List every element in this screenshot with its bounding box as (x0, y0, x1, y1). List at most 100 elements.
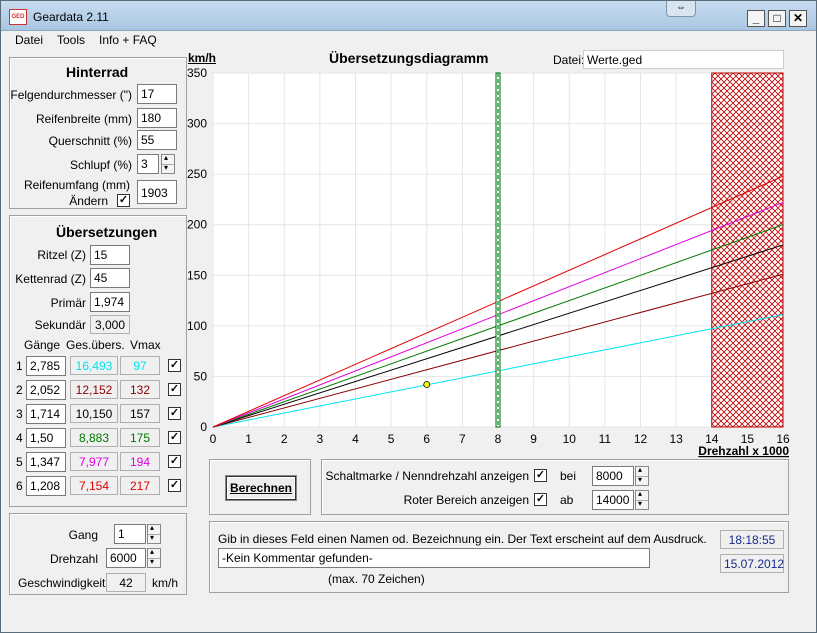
kommentar-input[interactable]: -Kein Kommentar gefunden- (218, 548, 650, 568)
x-tick-label: 0 (210, 432, 217, 446)
gear-visible-checkbox[interactable]: ✓ (168, 359, 181, 372)
col-vmax-header: Vmax (130, 338, 161, 352)
bei-label: bei (560, 469, 577, 483)
gear-vmax: 132 (120, 380, 160, 399)
gear-total-ratio: 8,883 (70, 428, 118, 447)
roter-bereich-checkbox[interactable]: ✓ (534, 493, 547, 506)
aendern-checkbox[interactable]: ✓ (117, 194, 130, 207)
x-tick-label: 9 (530, 432, 537, 446)
x-axis-label: Drehzahl x 1000 (698, 444, 789, 458)
x-tick-label: 1 (245, 432, 252, 446)
geschwindigkeit-label: Geschwindigkeit: (18, 576, 109, 590)
gear-chart: 0 1 2 3 4 5 6 7 8 9 10 11 12 13 14 15 160501001502002503… (187, 66, 790, 458)
gear-number: 4 (16, 431, 23, 445)
x-tick-label: 7 (459, 432, 466, 446)
close-button[interactable]: ✕ (789, 10, 807, 27)
gear-vmax: 157 (120, 404, 160, 423)
x-tick-label: 15 (741, 432, 755, 446)
menu-info-faq[interactable]: Info + FAQ (99, 33, 157, 47)
gear-visible-checkbox[interactable]: ✓ (168, 431, 181, 444)
x-tick-label: 6 (423, 432, 430, 446)
date-display: 15.07.2012 (720, 554, 784, 573)
x-tick-label: 14 (705, 432, 719, 446)
restore-tab-icon[interactable]: ⇔ (666, 1, 696, 17)
x-tick-label: 11 (599, 432, 612, 446)
gang-panel: Gang 1 Drehzahl 6000 Geschwindigkeit: 42… (9, 513, 187, 595)
datei-field: Werte.ged (583, 50, 784, 69)
gear-visible-checkbox[interactable]: ✓ (168, 455, 181, 468)
red-zone (711, 72, 784, 428)
col-gesuebers-header: Ges.übers. (66, 338, 125, 352)
umfang-input[interactable]: 1903 (137, 180, 177, 204)
gear-total-ratio: 7,977 (70, 452, 118, 471)
bei-spinner[interactable] (635, 465, 649, 486)
window-title: Geardata 2.11 (33, 10, 109, 24)
kettenrad-input[interactable]: 45 (90, 268, 130, 288)
kettenrad-label: Kettenrad (Z) (15, 272, 86, 286)
gear-ratio-input[interactable]: 1,208 (26, 476, 66, 496)
x-tick-label: 10 (563, 432, 577, 446)
gear-number: 2 (16, 383, 23, 397)
gang-spinner[interactable] (147, 523, 161, 544)
gear-ratio-input[interactable]: 1,714 (26, 404, 66, 424)
gear-visible-checkbox[interactable]: ✓ (168, 479, 181, 492)
hinterrad-panel: Hinterrad Felgendurchmesser (") 17 Reife… (9, 57, 187, 209)
berechnen-button[interactable]: Berechnen (226, 476, 296, 500)
umfang-label: Reifenumfang (mm) (23, 178, 130, 192)
gear-ratio-input[interactable]: 1,347 (26, 452, 66, 472)
felgen-input[interactable]: 17 (137, 84, 177, 104)
breite-input[interactable]: 180 (137, 108, 177, 128)
maximize-button[interactable]: □ (768, 10, 786, 27)
y-tick-label: 0 (200, 420, 207, 434)
ab-input[interactable]: 14000 (592, 490, 634, 510)
ritzel-label: Ritzel (Z) (37, 248, 86, 262)
x-tick-label: 8 (495, 432, 502, 446)
menu-bar: Datei Tools Info + FAQ (1, 31, 816, 49)
schlupf-input[interactable]: 3 (137, 154, 159, 174)
gear-total-ratio: 16,493 (70, 356, 118, 375)
schaltmarke-checkbox[interactable]: ✓ (534, 469, 547, 482)
gear-ratio-input[interactable]: 2,785 (26, 356, 66, 376)
schlupf-spinner[interactable] (161, 153, 175, 174)
primaer-input[interactable]: 1,974 (90, 292, 130, 312)
gear-ratio-input[interactable]: 1,50 (26, 428, 66, 448)
schaltmarke-label: Schaltmarke / Nenndrehzahl anzeigen (325, 469, 529, 483)
gear-vmax: 194 (120, 452, 160, 471)
gear-vmax: 97 (120, 356, 160, 375)
drehzahl-spinner[interactable] (147, 547, 161, 568)
primaer-label: Primär (50, 296, 86, 310)
gear-total-ratio: 12,152 (70, 380, 118, 399)
gear-ratio-input[interactable]: 2,052 (26, 380, 66, 400)
gear-visible-checkbox[interactable]: ✓ (168, 383, 181, 396)
gear-number: 1 (16, 359, 23, 373)
app-icon: GED (9, 9, 27, 25)
x-tick-label: 12 (634, 432, 648, 446)
uebersetzungen-panel: Übersetzungen Ritzel (Z) 15 Kettenrad (Z… (9, 215, 187, 507)
gang-input[interactable]: 1 (114, 524, 146, 544)
hinterrad-title: Hinterrad (66, 64, 129, 80)
felgen-label: Felgendurchmesser (") (10, 88, 132, 102)
chart-unit-label: km/h (188, 51, 217, 65)
gear-number: 6 (16, 479, 23, 493)
ab-spinner[interactable] (635, 489, 649, 510)
querschnitt-input[interactable]: 55 (137, 130, 177, 150)
bei-input[interactable]: 8000 (592, 466, 634, 486)
x-tick-label: 3 (317, 432, 324, 446)
menu-datei[interactable]: Datei (15, 33, 44, 47)
x-tick-label: 5 (388, 432, 395, 446)
gear-vmax: 175 (120, 428, 160, 447)
menu-tools[interactable]: Tools (57, 33, 86, 47)
ritzel-input[interactable]: 15 (90, 245, 130, 265)
kommentar-max-label: (max. 70 Zeichen) (328, 572, 425, 586)
drehzahl-label: Drehzahl (49, 552, 98, 566)
sekundaer-label: Sekundär (34, 318, 86, 332)
minimize-button[interactable]: _ (747, 10, 765, 27)
datei-label: Datei: (553, 53, 585, 67)
gear-visible-checkbox[interactable]: ✓ (168, 407, 181, 420)
aendern-label: Ändern (69, 194, 108, 208)
roter-bereich-label: Roter Bereich anzeigen (403, 493, 529, 507)
drehzahl-input[interactable]: 6000 (106, 548, 146, 568)
y-tick-label: 150 (187, 268, 207, 282)
current-speed-point (423, 381, 431, 388)
